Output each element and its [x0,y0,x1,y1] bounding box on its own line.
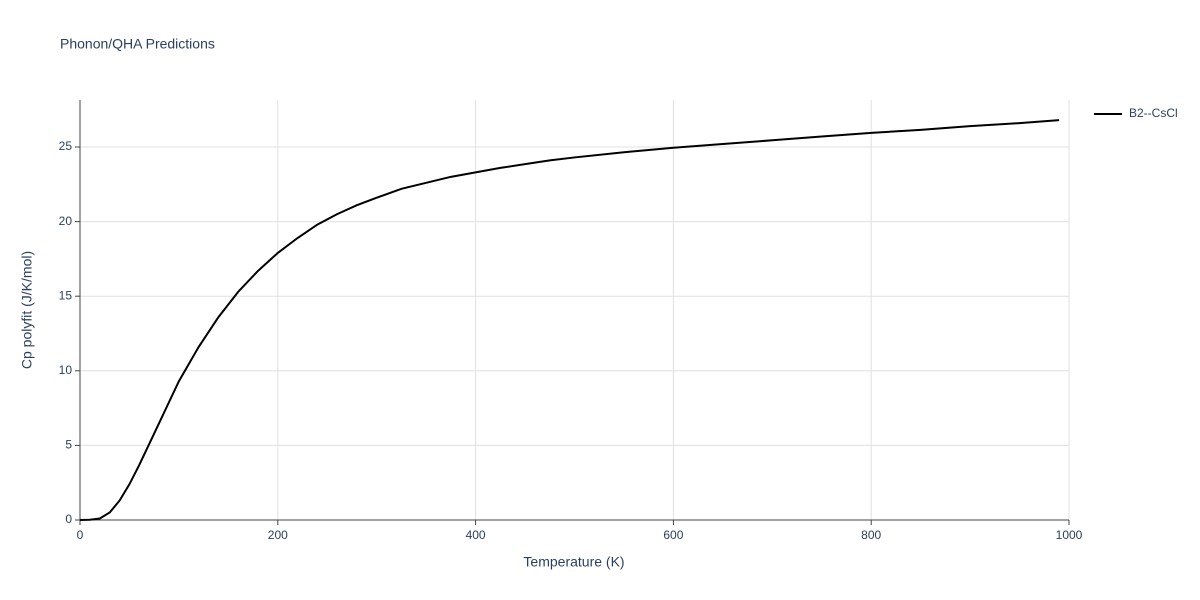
x-tick-label: 400 [466,528,486,542]
y-tick-label: 5 [65,438,72,452]
y-tick-label: 20 [59,214,73,228]
data-line [79,119,1060,521]
y-tick-label: 10 [59,363,73,377]
y-tick-label: 15 [59,288,73,302]
y-axis-title: Cp polyfit (J/K/mol) [19,251,35,369]
chart-title: Phonon/QHA Predictions [60,36,215,52]
legend-label: B2--CsCl [1129,106,1178,120]
y-tick-label: 25 [59,139,73,153]
x-tick-label: 200 [268,528,288,542]
x-tick-label: 1000 [1056,528,1083,542]
x-axis-title: Temperature (K) [523,554,624,570]
x-tick-label: 800 [861,528,881,542]
x-tick-label: 600 [663,528,683,542]
x-tick-label: 0 [77,528,84,542]
y-tick-label: 0 [65,512,72,526]
